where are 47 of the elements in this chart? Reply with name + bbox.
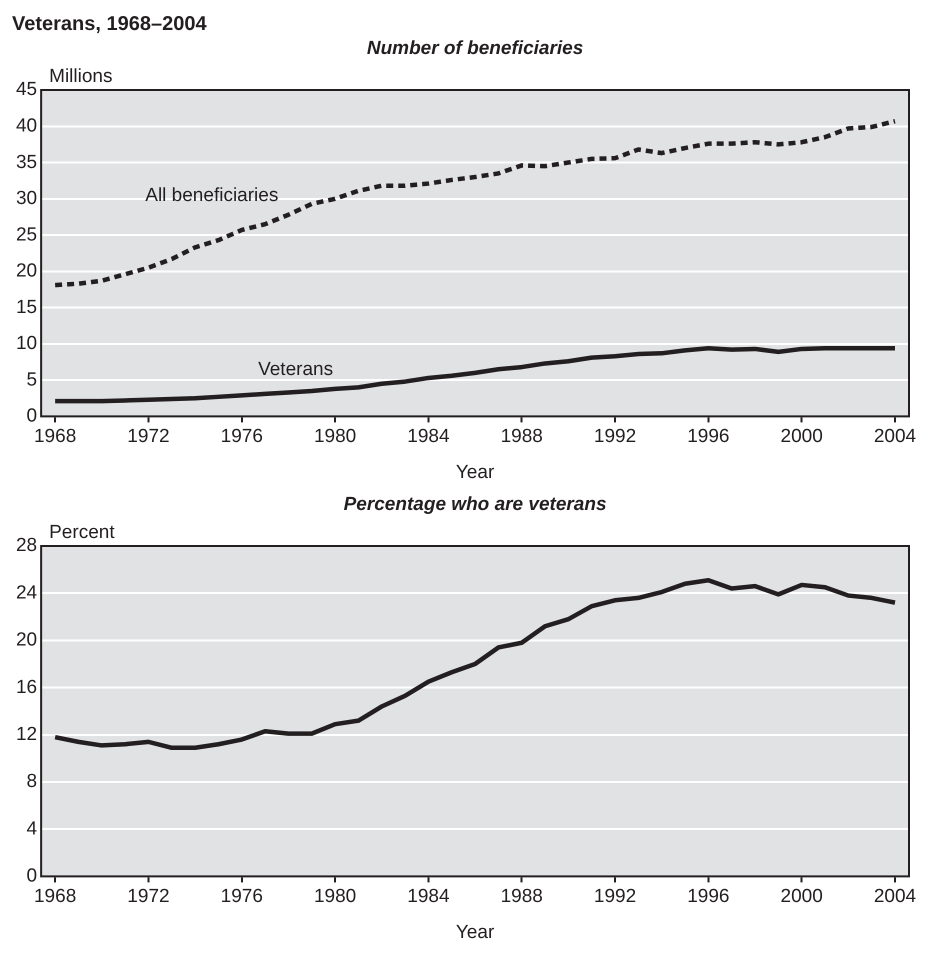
x-axis-title: Year (456, 922, 495, 943)
x-tick-label: 1992 (594, 426, 636, 448)
x-tick-label: 1968 (34, 426, 76, 448)
x-tick-label: 1984 (407, 886, 450, 908)
chart-title: Veterans, 1968–2004 (12, 13, 208, 35)
x-tick-label: 1984 (407, 426, 450, 448)
series-label: All beneficiaries (145, 184, 278, 206)
y-tick-label: 20 (16, 630, 38, 651)
x-tick-label: 1988 (500, 886, 543, 908)
y-tick-label: 12 (16, 724, 38, 746)
x-tick-label: 1980 (314, 426, 356, 448)
y-tick-label: 5 (26, 369, 38, 390)
x-tick-label: 1972 (127, 886, 170, 908)
chart-subtitle: Number of beneficiaries (366, 38, 584, 59)
x-tick-label: 1980 (314, 886, 356, 908)
y-tick-label: 15 (16, 296, 38, 318)
y-tick-label: 40 (16, 116, 38, 136)
chart-subtitle: Percentage who are veterans (344, 494, 607, 515)
y-tick-label: 25 (16, 224, 38, 246)
y-tick-label: 45 (16, 79, 38, 100)
series-label: Veterans (258, 358, 334, 380)
y-tick-label: 28 (16, 535, 38, 556)
x-tick-label: 2000 (780, 886, 823, 908)
x-tick-label: 1988 (500, 426, 543, 448)
y-axis-title: Percent (49, 522, 116, 543)
y-tick-label: 24 (16, 582, 38, 604)
x-tick-label: 1992 (594, 886, 636, 908)
x-axis-title: Year (456, 462, 495, 483)
x-tick-label: 2004 (874, 426, 917, 448)
x-tick-label: 1976 (220, 886, 263, 908)
x-tick-label: 2000 (780, 426, 823, 448)
y-tick-label: 10 (16, 333, 38, 354)
y-axis-title: Millions (49, 66, 112, 87)
y-tick-label: 30 (16, 188, 38, 210)
x-tick-label: 1972 (127, 426, 170, 448)
x-tick-label: 2004 (874, 886, 917, 908)
y-tick-label: 8 (26, 771, 38, 792)
y-tick-label: 16 (16, 676, 38, 698)
y-tick-label: 0 (26, 406, 38, 427)
x-tick-label: 1976 (220, 426, 263, 448)
y-tick-label: 4 (26, 818, 38, 840)
x-tick-label: 1996 (687, 426, 730, 448)
x-tick-label: 1968 (34, 886, 76, 908)
y-tick-label: 20 (16, 260, 38, 282)
y-tick-label: 35 (16, 152, 38, 173)
y-tick-label: 0 (26, 866, 38, 887)
x-tick-label: 1996 (687, 886, 730, 908)
